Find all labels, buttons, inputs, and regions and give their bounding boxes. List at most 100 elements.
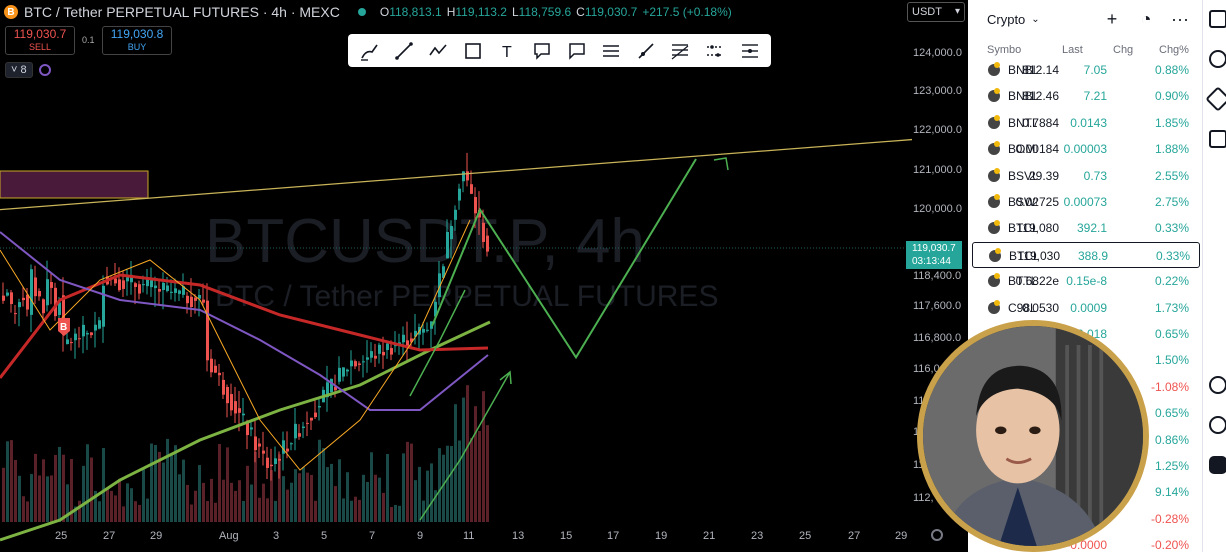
candle[interactable]	[54, 287, 57, 317]
candle[interactable]	[470, 184, 473, 194]
candle[interactable]	[222, 379, 225, 395]
watchlist-row[interactable]: 1.25%	[968, 453, 1202, 479]
candle[interactable]	[438, 273, 441, 297]
candle[interactable]	[358, 363, 361, 365]
highlighted-zone[interactable]	[0, 170, 149, 199]
candle[interactable]	[450, 225, 453, 240]
candle[interactable]	[454, 209, 457, 220]
column-symbol[interactable]: Symbo	[987, 44, 1022, 56]
candle[interactable]	[146, 279, 149, 287]
candle[interactable]	[446, 231, 449, 259]
chat-icon[interactable]	[1209, 130, 1226, 148]
chart-pane[interactable]: BTCUSDT.P, 4h BTC / Tether PERPETUAL FUT…	[0, 0, 968, 552]
candle[interactable]	[134, 283, 137, 287]
candle[interactable]	[58, 302, 61, 315]
candle[interactable]	[122, 280, 125, 289]
drawn-arrow-1[interactable]	[409, 289, 466, 397]
candle[interactable]	[158, 289, 161, 292]
candle[interactable]	[318, 406, 321, 408]
watchlist-row[interactable]: C98L 0.0530 0.0009 1.73%	[968, 295, 1202, 321]
target-icon[interactable]	[1209, 376, 1226, 394]
watchlist-row[interactable]: BNBL 812.14 7.05 0.88%	[968, 57, 1202, 83]
candle[interactable]	[246, 422, 249, 436]
watchlist-row[interactable]: -1.08%	[968, 374, 1202, 400]
watchlist-row[interactable]: BOMI 0.00184 0.00003 1.88%	[968, 136, 1202, 162]
column-chg-pct[interactable]: Chg%	[1159, 44, 1189, 56]
candle[interactable]	[206, 300, 209, 361]
signal-marker[interactable]: B	[58, 318, 70, 336]
candle[interactable]	[194, 297, 197, 301]
candle[interactable]	[114, 278, 117, 284]
candle[interactable]	[434, 301, 437, 317]
candle[interactable]	[482, 222, 485, 242]
watchlist-title[interactable]: Crypto	[987, 11, 1026, 27]
candle[interactable]	[130, 274, 133, 283]
candle[interactable]	[98, 320, 101, 329]
add-symbol-icon[interactable]: +	[1106, 8, 1118, 29]
candle[interactable]	[346, 369, 349, 372]
watchlist-row[interactable]: 0.65%	[968, 400, 1202, 426]
layers-icon[interactable]	[1205, 86, 1226, 112]
candle[interactable]	[330, 378, 333, 393]
watchlist-icon[interactable]	[1209, 10, 1226, 28]
candle[interactable]	[278, 458, 281, 461]
candle[interactable]	[154, 285, 157, 289]
candle[interactable]	[350, 360, 353, 367]
candle[interactable]	[226, 386, 229, 404]
path-icon[interactable]	[426, 39, 450, 63]
candle[interactable]	[34, 277, 37, 297]
text-icon[interactable]: T	[496, 39, 520, 63]
candle[interactable]	[94, 324, 97, 331]
watchlist-row[interactable]: BTCL 119,030 388.9 0.33%	[972, 241, 1200, 268]
candle[interactable]	[178, 290, 181, 294]
candle[interactable]	[478, 209, 481, 218]
candle[interactable]	[2, 295, 5, 301]
candle[interactable]	[290, 443, 293, 445]
candle[interactable]	[274, 458, 277, 465]
candle[interactable]	[170, 291, 173, 293]
candle[interactable]	[238, 408, 241, 413]
candle[interactable]	[386, 343, 389, 351]
candle[interactable]	[14, 313, 17, 315]
candle[interactable]	[370, 351, 373, 358]
channel-icon[interactable]	[738, 39, 762, 63]
candle[interactable]	[142, 284, 145, 286]
drawn-arrow-2[interactable]	[419, 371, 511, 521]
candle[interactable]	[466, 171, 469, 181]
candle[interactable]	[242, 413, 245, 416]
candle[interactable]	[30, 269, 33, 315]
candle[interactable]	[50, 282, 53, 288]
ray-icon[interactable]	[634, 39, 658, 63]
candle[interactable]	[338, 367, 341, 382]
candle[interactable]	[66, 339, 69, 345]
candle[interactable]	[302, 426, 305, 429]
alerts-icon[interactable]	[1209, 50, 1226, 68]
projection-path[interactable]	[431, 158, 697, 360]
candle[interactable]	[70, 342, 73, 344]
candle[interactable]	[230, 394, 233, 411]
candle[interactable]	[250, 427, 253, 430]
candle[interactable]	[426, 329, 429, 331]
candle[interactable]	[462, 171, 465, 182]
candle[interactable]	[414, 330, 417, 337]
candle[interactable]	[342, 367, 345, 377]
candle[interactable]	[382, 351, 385, 356]
watchlist-row[interactable]: BSWI 0.02725 0.00073 2.75%	[968, 189, 1202, 215]
candle[interactable]	[46, 279, 49, 306]
candle[interactable]	[362, 361, 365, 363]
watchlist-row[interactable]: 0.86%	[968, 427, 1202, 453]
candle[interactable]	[234, 401, 237, 414]
candle[interactable]	[38, 291, 41, 297]
candle[interactable]	[266, 457, 269, 468]
candle[interactable]	[306, 422, 309, 424]
candle[interactable]	[214, 365, 217, 373]
candle[interactable]	[354, 361, 357, 367]
moving-average-line[interactable]	[0, 219, 471, 471]
candle[interactable]	[398, 342, 401, 345]
candle[interactable]	[282, 440, 285, 454]
indicators-toggle[interactable]: ˅ 8	[5, 62, 33, 78]
candle[interactable]	[394, 345, 397, 347]
candle[interactable]	[254, 436, 257, 451]
candle[interactable]	[270, 464, 273, 467]
candle[interactable]	[374, 355, 377, 359]
